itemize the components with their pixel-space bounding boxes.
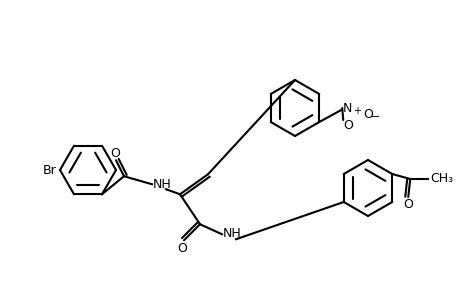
Text: O: O: [110, 147, 120, 160]
Text: O: O: [343, 119, 353, 132]
Text: −: −: [371, 112, 380, 122]
Text: Br: Br: [42, 164, 56, 176]
Text: O: O: [177, 242, 187, 255]
Text: O: O: [363, 108, 373, 121]
Text: NH: NH: [223, 227, 242, 240]
Text: N: N: [343, 102, 352, 115]
Text: CH₃: CH₃: [430, 173, 453, 186]
Text: O: O: [403, 198, 413, 211]
Text: +: +: [353, 106, 361, 116]
Text: NH: NH: [153, 178, 172, 191]
